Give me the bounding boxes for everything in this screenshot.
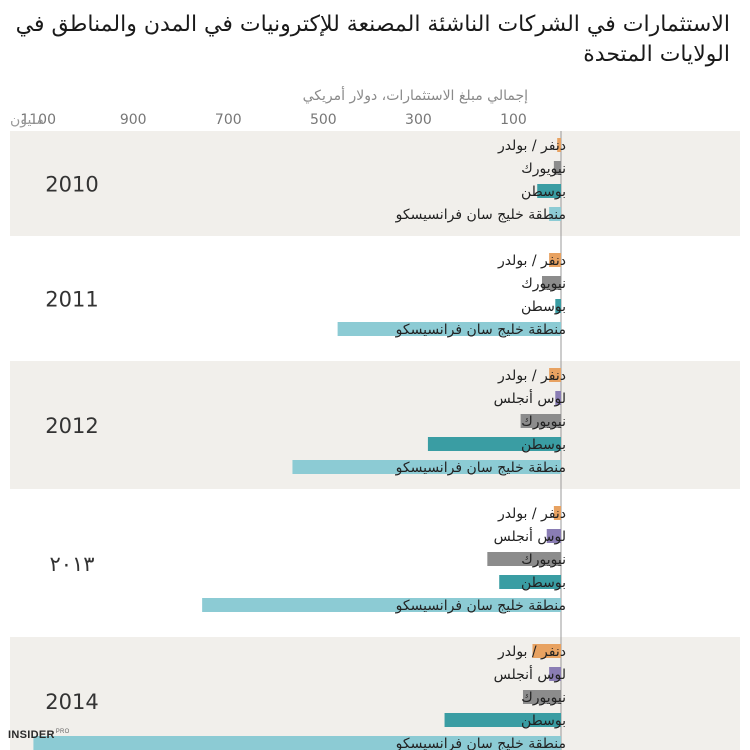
category-label: منطقة خليج سان فرانسيسكو xyxy=(395,598,566,614)
year-panel xyxy=(10,131,740,236)
bar xyxy=(555,299,561,313)
bar xyxy=(202,598,561,612)
category-label: دنفر / بولدر xyxy=(497,644,566,660)
x-tick-label: 500 xyxy=(310,112,337,128)
year-panel xyxy=(10,637,740,750)
year-label: 2012 xyxy=(45,414,98,438)
x-tick-label: 100 xyxy=(500,112,527,128)
bar xyxy=(541,276,561,290)
bar xyxy=(553,161,561,175)
chart-title: الاستثمارات في الشركات الناشئة المصنعة ل… xyxy=(15,12,730,67)
x-tick-label: 900 xyxy=(120,112,147,128)
brand-logo: INSIDERPRO xyxy=(8,729,70,741)
bar xyxy=(557,138,561,152)
bar xyxy=(499,575,561,589)
year-label: 2014 xyxy=(45,690,98,714)
bar xyxy=(532,644,561,658)
category-label: لوس أنجلس xyxy=(494,527,566,545)
category-label: دنفر / بولدر xyxy=(497,368,566,384)
bar xyxy=(555,391,561,405)
x-tick-label: 1100 xyxy=(20,112,56,128)
bar xyxy=(337,322,561,336)
x-tick-label: 700 xyxy=(215,112,242,128)
category-label: منطقة خليج سان فرانسيسكو xyxy=(395,736,566,750)
category-label: نيويورك xyxy=(521,690,566,706)
category-label: دنفر / بولدر xyxy=(497,253,566,269)
category-label: منطقة خليج سان فرانسيسكو xyxy=(395,460,566,476)
bar xyxy=(553,506,561,520)
category-label: لوس أنجلس xyxy=(494,389,566,407)
year-label: 2011 xyxy=(45,288,98,312)
x-tick-label: 300 xyxy=(405,112,432,128)
bar xyxy=(549,253,561,267)
category-label: دنفر / بولدر xyxy=(497,138,566,154)
category-label: بوسطن xyxy=(521,437,566,453)
bar xyxy=(549,207,561,221)
category-label: نيويورك xyxy=(521,552,566,568)
bar xyxy=(427,437,561,451)
year-label: 2010 xyxy=(45,173,98,197)
x-axis-title: إجمالي مبلغ الاستثمارات، دولار أمريكي xyxy=(302,88,528,104)
category-label: بوسطن xyxy=(521,299,566,315)
bar xyxy=(520,414,561,428)
bar xyxy=(549,667,561,681)
category-label: منطقة خليج سان فرانسيسكو xyxy=(395,322,566,338)
category-label: بوسطن xyxy=(521,184,566,200)
category-label: نيويورك xyxy=(521,276,566,292)
category-label: نيويورك xyxy=(521,414,566,430)
bar xyxy=(522,690,561,704)
brand-logo-main: INSIDER xyxy=(8,729,55,741)
category-label: بوسطن xyxy=(521,575,566,591)
brand-logo-sub: PRO xyxy=(55,729,70,736)
x-unit-label: مليون xyxy=(10,112,44,128)
year-label: ٢٠١٣ xyxy=(49,552,94,576)
category-label: نيويورك xyxy=(521,161,566,177)
category-label: بوسطن xyxy=(521,713,566,729)
bar xyxy=(546,529,561,543)
bar xyxy=(487,552,561,566)
bar xyxy=(537,184,561,198)
bar xyxy=(444,713,561,727)
bar xyxy=(292,460,561,474)
bar xyxy=(33,736,562,750)
bar xyxy=(549,368,561,382)
category-label: لوس أنجلس xyxy=(494,665,566,683)
category-label: دنفر / بولدر xyxy=(497,506,566,522)
category-label: منطقة خليج سان فرانسيسكو xyxy=(395,207,566,223)
